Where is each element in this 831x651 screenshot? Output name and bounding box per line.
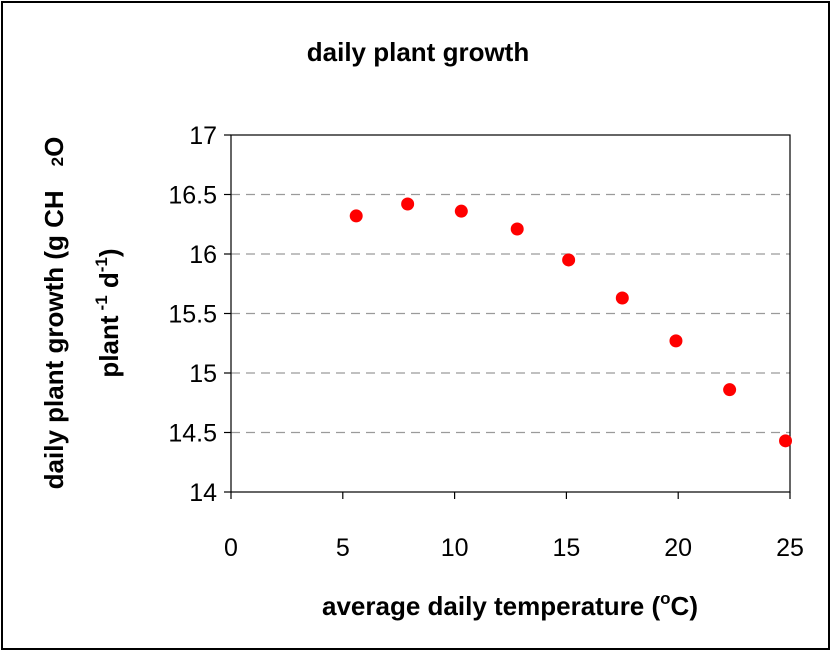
- data-point: [454, 204, 468, 218]
- svg-text:daily plant growth (g CH2O: daily plant growth (g CH2O: [39, 137, 69, 490]
- data-point: [779, 434, 793, 448]
- y-tick-label: 14.5: [168, 420, 217, 448]
- data-points: [349, 197, 793, 448]
- x-tick-label: 10: [441, 534, 469, 562]
- data-point: [349, 209, 363, 223]
- x-axis-label: average daily temperature (oC): [322, 589, 698, 621]
- grid-lines: [231, 193, 790, 434]
- x-tick-label: 25: [776, 534, 804, 562]
- data-point: [669, 334, 683, 348]
- y-tick-label: 15.5: [168, 301, 217, 329]
- data-point: [562, 253, 576, 267]
- y-axis-ticks: 14 14.5 15 15.5 16 16.5 17: [168, 122, 231, 507]
- y-tick-label: 17: [189, 122, 217, 150]
- y-tick-label: 14: [189, 479, 217, 507]
- data-point: [401, 197, 415, 211]
- x-axis-ticks: 0 5 10 15 20 25: [224, 492, 804, 562]
- y-axis-label: daily plant growth (g CH2O plant-1 d-1): [39, 137, 124, 490]
- x-tick-label: 5: [336, 534, 350, 562]
- data-point: [510, 222, 524, 236]
- y-tick-label: 16: [189, 241, 217, 269]
- x-tick-label: 0: [224, 534, 238, 562]
- chart-title: daily plant growth: [307, 37, 529, 67]
- x-tick-label: 15: [552, 534, 580, 562]
- data-point: [723, 383, 737, 397]
- data-point: [615, 291, 629, 305]
- svg-text:plant-1 d-1): plant-1 d-1): [92, 248, 124, 377]
- x-tick-label: 20: [664, 534, 692, 562]
- y-tick-label: 15: [189, 360, 217, 388]
- y-tick-label: 16.5: [168, 182, 217, 210]
